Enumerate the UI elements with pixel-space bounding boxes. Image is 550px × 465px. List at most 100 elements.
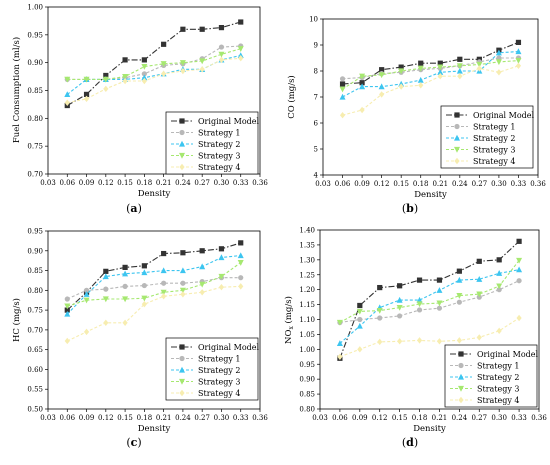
x-tick-label: 0.18 [137, 179, 153, 187]
data-point [103, 268, 109, 274]
data-point [515, 62, 522, 69]
chart-panel-2: 0.03 0.06 0.09 0.12 0.15 0.18 0.21 0.24 0.27 0.30… [286, 16, 546, 216]
y-axis-label-main: NO [284, 329, 294, 343]
data-point [457, 56, 463, 62]
y-tick-label: 0.70 [27, 326, 43, 334]
x-axis-label: Density [138, 424, 171, 434]
data-point [398, 83, 404, 90]
data-point [64, 91, 71, 97]
data-point [64, 310, 71, 317]
x-tick-label: 0.12 [374, 180, 390, 188]
legend-swatch-marker [458, 373, 464, 380]
data-point [238, 55, 244, 62]
x-tick-label: 0.36 [252, 414, 268, 422]
data-point [416, 277, 423, 283]
data-point [416, 301, 423, 308]
legend-label: Strategy 1 [477, 362, 520, 371]
x-tick-label: 0.15 [117, 414, 133, 422]
panel-label-close: ) [414, 436, 418, 449]
y-tick-label: 0.75 [27, 307, 43, 315]
data-point [161, 70, 167, 77]
series-1 [64, 19, 244, 109]
data-point [437, 64, 444, 71]
data-point [436, 287, 443, 293]
x-tick-label: 0.30 [214, 179, 230, 187]
x-tick-label: 0.33 [233, 414, 249, 422]
series-line [67, 21, 241, 106]
legend: Original Model Strategy 1 Strategy 2 Strate… [440, 105, 535, 169]
data-point [356, 308, 363, 315]
chart-panel-4: 0.03 0.06 0.09 0.12 0.15 0.18 0.21 0.24 0.27 0.30… [283, 227, 547, 450]
data-point [218, 44, 225, 50]
series-line [67, 48, 241, 80]
y-axis-label: Fuel Consumption (ml/s) [11, 37, 22, 143]
data-point [416, 337, 423, 344]
legend-label: Strategy 3 [198, 152, 241, 161]
x-tick-label: 0.06 [59, 179, 75, 187]
data-point [339, 81, 346, 87]
y-tick-label: 0.90 [27, 59, 43, 67]
y-tick-label: 0.50 [27, 406, 43, 414]
data-point [337, 353, 343, 360]
series-4 [336, 257, 523, 326]
x-tick-label: 0.06 [335, 180, 351, 188]
data-point [179, 60, 186, 66]
x-tick-label: 0.21 [156, 179, 172, 187]
x-tick-label: 0.24 [175, 179, 191, 187]
data-point [64, 303, 71, 310]
y-tick-label: 0.95 [27, 228, 43, 236]
x-tick-label: 0.15 [393, 180, 409, 188]
panel-label-letter: b [406, 202, 414, 215]
data-point [379, 91, 385, 98]
series-5 [64, 283, 244, 345]
x-tick-label: 0.09 [354, 180, 370, 188]
legend-swatch-marker [454, 146, 460, 153]
data-point [495, 49, 502, 56]
x-tick-label: 0.09 [79, 414, 95, 422]
series-4 [64, 46, 244, 83]
data-point [238, 283, 244, 290]
data-point [515, 58, 522, 64]
data-point [218, 273, 225, 280]
y-tick-label: 0.60 [27, 366, 43, 374]
series-1 [64, 240, 244, 313]
data-point [456, 293, 463, 299]
data-point [64, 307, 70, 313]
data-point [377, 338, 383, 346]
data-point [416, 296, 423, 303]
y-axis-label: HC (mg/s) [11, 298, 22, 342]
panel-label-open: ( [126, 436, 130, 449]
y-tick-label: 9 [314, 42, 318, 50]
data-point [377, 315, 383, 321]
data-point [339, 112, 346, 119]
y-tick-label: 1.00 [27, 4, 43, 12]
data-point [103, 85, 109, 93]
x-tick-label: 0.27 [471, 414, 487, 422]
data-point [456, 337, 462, 344]
x-tick-label: 0.15 [117, 179, 133, 187]
x-tick-label: 0.24 [452, 180, 468, 188]
series-line [66, 242, 241, 311]
data-point [397, 283, 403, 289]
panel-label-close: ) [137, 436, 141, 449]
data-point [64, 296, 70, 302]
x-tick-label: 0.36 [252, 179, 268, 187]
data-point [160, 267, 167, 274]
x-tick-label: 0.21 [432, 414, 448, 422]
legend-swatch-marker [179, 152, 185, 159]
legend: Original Model Strategy 1 Strategy 2 Strate… [444, 344, 539, 408]
series-line [66, 254, 241, 315]
data-point [141, 57, 147, 63]
data-point [476, 65, 482, 72]
x-tick-label: 0.21 [432, 180, 448, 188]
data-point [336, 340, 343, 346]
data-point [141, 263, 147, 269]
legend-swatch-marker [179, 355, 185, 362]
data-point [496, 257, 502, 263]
legend: Original Model Strategy 1 Strategy 2 Strate… [165, 111, 260, 175]
data-point [378, 72, 385, 79]
series-line [342, 41, 519, 85]
series-2 [339, 55, 522, 82]
data-point [180, 250, 186, 256]
